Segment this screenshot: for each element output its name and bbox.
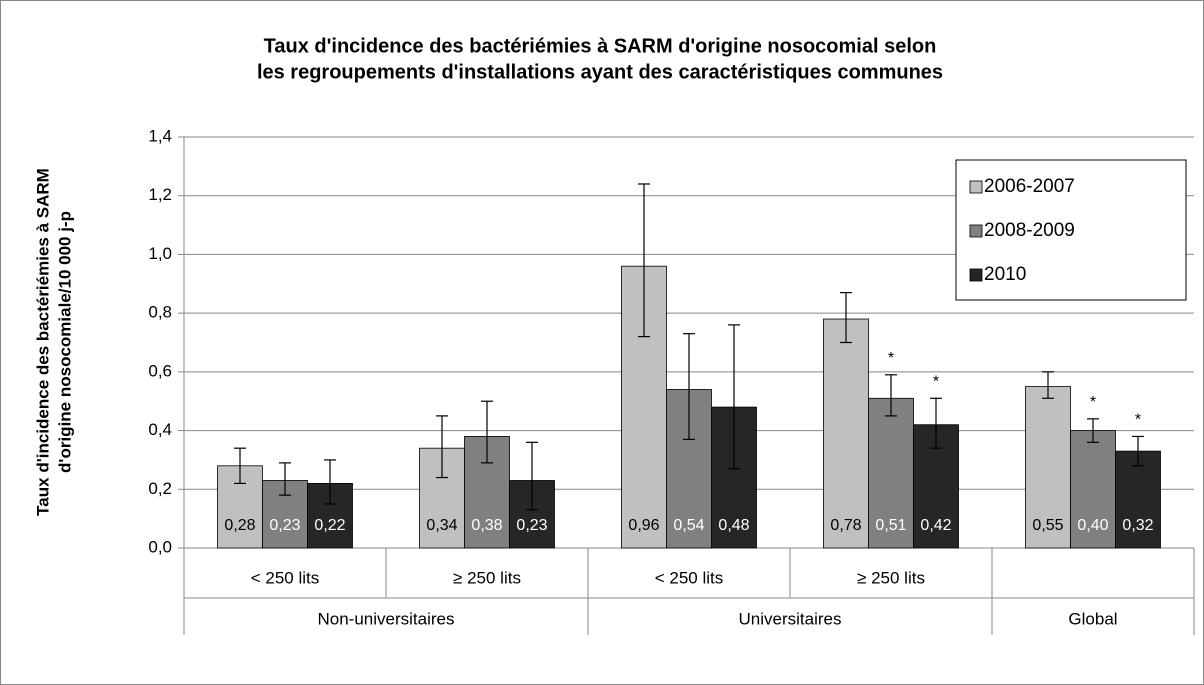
significance-marker: * <box>888 350 894 367</box>
legend-swatch <box>969 224 983 238</box>
legend-label: 2010 <box>984 264 1026 285</box>
y-tick-label: 0,6 <box>148 361 172 380</box>
bar <box>1025 386 1071 549</box>
data-label: 0,96 <box>628 517 659 534</box>
significance-marker: * <box>933 373 939 390</box>
data-label: 0,22 <box>314 517 345 534</box>
bar <box>823 318 869 549</box>
y-tick-label: 0,8 <box>148 303 172 322</box>
data-label: 0,38 <box>471 517 502 534</box>
legend-swatch <box>969 268 983 282</box>
significance-marker: * <box>1090 394 1096 411</box>
group-label: Global <box>1068 609 1117 628</box>
bar <box>868 397 914 549</box>
y-tick-label: 1,4 <box>148 126 172 145</box>
group-label: Non-universitaires <box>318 609 455 628</box>
y-tick-label: 1,0 <box>148 244 172 263</box>
data-label: 0,51 <box>875 517 906 534</box>
x-tick-label: < 250 lits <box>251 568 320 587</box>
significance-marker: * <box>1135 412 1141 429</box>
legend <box>955 159 1187 301</box>
legend-label: 2008-2009 <box>984 220 1075 241</box>
bar <box>1070 430 1116 549</box>
y-axis-title: d'origine nosocomiale/10 000 j-p <box>55 211 74 473</box>
data-label: 0,34 <box>426 517 457 534</box>
y-tick-label: 0,0 <box>148 537 172 556</box>
data-label: 0,55 <box>1032 517 1063 534</box>
y-tick-label: 1,2 <box>148 185 172 204</box>
data-label: 0,23 <box>269 517 300 534</box>
data-label: 0,23 <box>516 517 547 534</box>
legend-swatch <box>969 180 983 194</box>
x-tick-label: ≥ 250 lits <box>453 568 521 587</box>
data-label: 0,78 <box>830 517 861 534</box>
bar <box>1115 450 1161 549</box>
y-axis-title: Taux d'incidence des bactériémies à SARM <box>33 168 52 516</box>
chart-title: Taux d'incidence des bactériémies à SARM… <box>264 35 937 57</box>
chart-title: les regroupements d'installations ayant … <box>257 61 943 83</box>
data-label: 0,40 <box>1077 517 1108 534</box>
data-label: 0,48 <box>718 517 749 534</box>
y-tick-label: 0,2 <box>148 479 172 498</box>
x-tick-label: ≥ 250 lits <box>857 568 925 587</box>
legend-label: 2006-2007 <box>984 176 1075 197</box>
data-label: 0,42 <box>920 517 951 534</box>
x-tick-label: < 250 lits <box>655 568 724 587</box>
group-label: Universitaires <box>739 609 842 628</box>
data-label: 0,54 <box>673 517 704 534</box>
data-label: 0,32 <box>1122 517 1153 534</box>
data-label: 0,28 <box>224 517 255 534</box>
y-tick-label: 0,4 <box>148 420 172 439</box>
